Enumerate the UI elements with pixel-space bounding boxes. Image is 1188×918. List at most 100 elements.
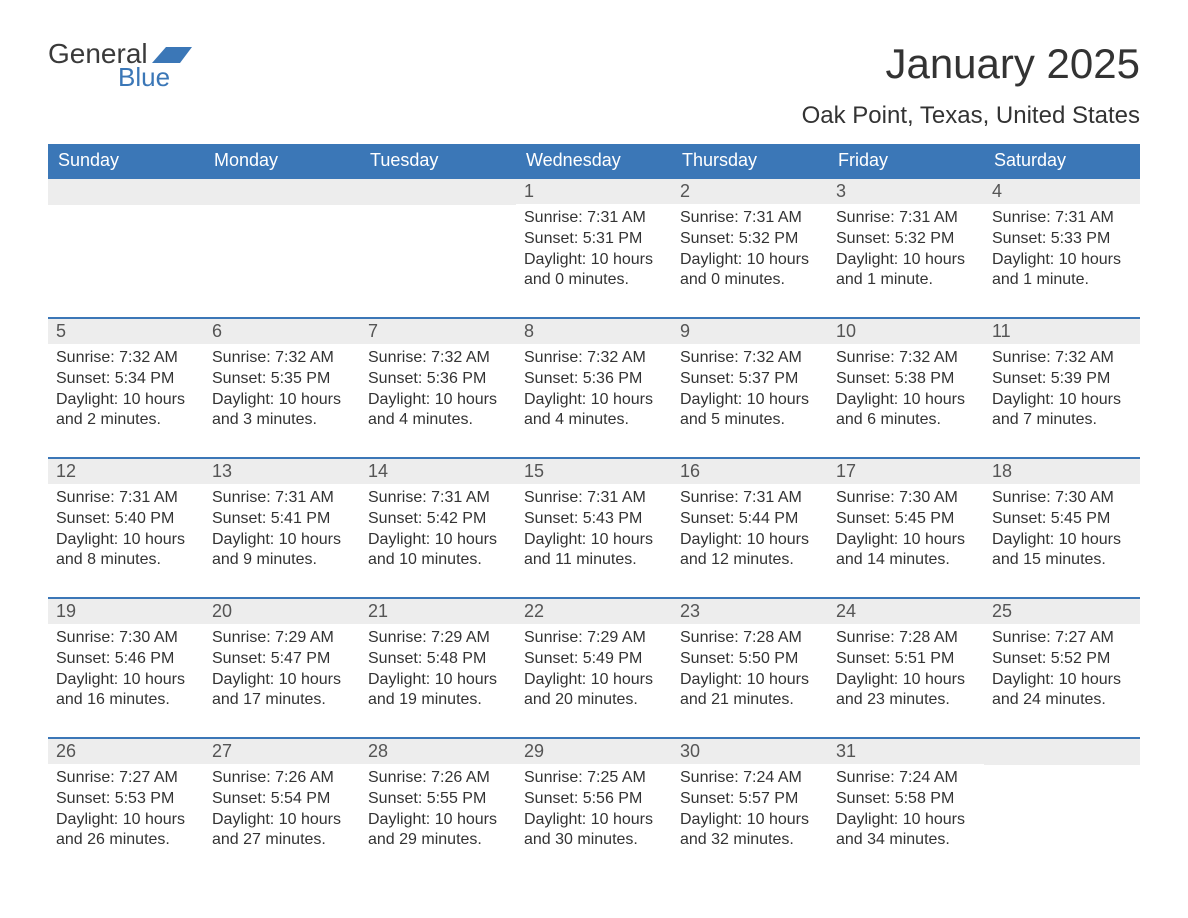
sunrise-line: Sunrise: 7:31 AM (680, 488, 820, 509)
calendar-cell (204, 179, 360, 299)
sunset-line: Sunset: 5:44 PM (680, 509, 820, 530)
sunrise-line: Sunrise: 7:29 AM (524, 628, 664, 649)
sunset-line: Sunset: 5:34 PM (56, 369, 196, 390)
day-number: 20 (204, 599, 360, 624)
location: Oak Point, Texas, United States (802, 102, 1140, 130)
cell-body: Sunrise: 7:32 AMSunset: 5:36 PMDaylight:… (516, 348, 672, 431)
daylight-line: and 20 minutes. (524, 690, 664, 711)
sunrise-line: Sunrise: 7:32 AM (368, 348, 508, 369)
day-number: 3 (828, 179, 984, 204)
day-number (360, 179, 516, 205)
sunset-line: Sunset: 5:58 PM (836, 789, 976, 810)
cell-body: Sunrise: 7:29 AMSunset: 5:48 PMDaylight:… (360, 628, 516, 711)
sunrise-line: Sunrise: 7:29 AM (368, 628, 508, 649)
sunset-line: Sunset: 5:51 PM (836, 649, 976, 670)
daylight-line: Daylight: 10 hours (56, 390, 196, 411)
sunset-line: Sunset: 5:42 PM (368, 509, 508, 530)
daylight-line: Daylight: 10 hours (56, 810, 196, 831)
daylight-line: Daylight: 10 hours (56, 670, 196, 691)
cell-body: Sunrise: 7:26 AMSunset: 5:55 PMDaylight:… (360, 768, 516, 851)
daylight-line: Daylight: 10 hours (680, 810, 820, 831)
sunset-line: Sunset: 5:46 PM (56, 649, 196, 670)
cell-body: Sunrise: 7:31 AMSunset: 5:32 PMDaylight:… (672, 208, 828, 291)
daylight-line: Daylight: 10 hours (368, 810, 508, 831)
calendar-cell: 13Sunrise: 7:31 AMSunset: 5:41 PMDayligh… (204, 459, 360, 579)
day-header: Wednesday (516, 144, 672, 177)
cell-body: Sunrise: 7:30 AMSunset: 5:46 PMDaylight:… (48, 628, 204, 711)
sunset-line: Sunset: 5:57 PM (680, 789, 820, 810)
sunset-line: Sunset: 5:32 PM (836, 229, 976, 250)
calendar-cell: 3 Sunrise: 7:31 AMSunset: 5:32 PMDaylight… (828, 179, 984, 299)
calendar-cell: 10Sunrise: 7:32 AMSunset: 5:38 PMDayligh… (828, 319, 984, 439)
week-row: 1Sunrise: 7:31 AMSunset: 5:31 PMDaylight… (48, 177, 1140, 299)
daylight-line: and 19 minutes. (368, 690, 508, 711)
calendar-cell: 16 Sunrise: 7:31 AMSunset: 5:44 PMDayligh… (672, 459, 828, 579)
daylight-line: and 7 minutes. (992, 410, 1132, 431)
daylight-line: and 17 minutes. (212, 690, 352, 711)
calendar-cell: 25Sunrise: 7:27 AMSunset: 5:52 PMDayligh… (984, 599, 1140, 719)
day-number: 12 (48, 459, 204, 484)
day-number (48, 179, 204, 205)
sunrise-line: Sunrise: 7:32 AM (56, 348, 196, 369)
daylight-line: Daylight: 10 hours (212, 810, 352, 831)
week-row: 26Sunrise: 7:27 AMSunset: 5:53 PMDayligh… (48, 737, 1140, 859)
cell-body: Sunrise: 7:28 AMSunset: 5:51 PMDaylight:… (828, 628, 984, 711)
sunset-line: Sunset: 5:31 PM (524, 229, 664, 250)
sunset-line: Sunset: 5:39 PM (992, 369, 1132, 390)
sunrise-line: Sunrise: 7:30 AM (992, 488, 1132, 509)
sunset-line: Sunset: 5:35 PM (212, 369, 352, 390)
day-number: 16 (672, 459, 828, 484)
daylight-line: and 32 minutes. (680, 830, 820, 851)
sunset-line: Sunset: 5:32 PM (680, 229, 820, 250)
week-row: 19Sunrise: 7:30 AMSunset: 5:46 PMDayligh… (48, 597, 1140, 719)
daylight-line: and 27 minutes. (212, 830, 352, 851)
daylight-line: Daylight: 10 hours (368, 670, 508, 691)
cell-body: Sunrise: 7:25 AMSunset: 5:56 PMDaylight:… (516, 768, 672, 851)
daylight-line: and 16 minutes. (56, 690, 196, 711)
sunset-line: Sunset: 5:48 PM (368, 649, 508, 670)
cell-body: Sunrise: 7:31 AMSunset: 5:44 PMDaylight:… (672, 488, 828, 571)
sunrise-line: Sunrise: 7:29 AM (212, 628, 352, 649)
daylight-line: Daylight: 10 hours (992, 390, 1132, 411)
day-header-row: SundayMondayTuesdayWednesdayThursdayFrid… (48, 144, 1140, 177)
sunrise-line: Sunrise: 7:31 AM (368, 488, 508, 509)
sunset-line: Sunset: 5:56 PM (524, 789, 664, 810)
cell-body: Sunrise: 7:32 AMSunset: 5:35 PMDaylight:… (204, 348, 360, 431)
calendar-cell (984, 739, 1140, 859)
daylight-line: Daylight: 10 hours (836, 670, 976, 691)
day-number: 23 (672, 599, 828, 624)
sunrise-line: Sunrise: 7:31 AM (836, 208, 976, 229)
daylight-line: and 0 minutes. (524, 270, 664, 291)
daylight-line: and 14 minutes. (836, 550, 976, 571)
daylight-line: Daylight: 10 hours (524, 810, 664, 831)
cell-body: Sunrise: 7:29 AMSunset: 5:49 PMDaylight:… (516, 628, 672, 711)
sunset-line: Sunset: 5:37 PM (680, 369, 820, 390)
sunset-line: Sunset: 5:36 PM (524, 369, 664, 390)
cell-body: Sunrise: 7:32 AMSunset: 5:34 PMDaylight:… (48, 348, 204, 431)
calendar: SundayMondayTuesdayWednesdayThursdayFrid… (48, 144, 1140, 859)
daylight-line: and 24 minutes. (992, 690, 1132, 711)
daylight-line: and 29 minutes. (368, 830, 508, 851)
calendar-cell: 19Sunrise: 7:30 AMSunset: 5:46 PMDayligh… (48, 599, 204, 719)
sunset-line: Sunset: 5:50 PM (680, 649, 820, 670)
cell-body: Sunrise: 7:24 AMSunset: 5:57 PMDaylight:… (672, 768, 828, 851)
day-header: Thursday (672, 144, 828, 177)
sunset-line: Sunset: 5:41 PM (212, 509, 352, 530)
cell-body: Sunrise: 7:31 AMSunset: 5:32 PMDaylight:… (828, 208, 984, 291)
daylight-line: and 26 minutes. (56, 830, 196, 851)
sunrise-line: Sunrise: 7:27 AM (56, 768, 196, 789)
day-number: 5 (48, 319, 204, 344)
daylight-line: Daylight: 10 hours (992, 670, 1132, 691)
day-number: 9 (672, 319, 828, 344)
calendar-cell: 14Sunrise: 7:31 AMSunset: 5:42 PMDayligh… (360, 459, 516, 579)
calendar-cell: 4Sunrise: 7:31 AMSunset: 5:33 PMDaylight… (984, 179, 1140, 299)
day-header: Friday (828, 144, 984, 177)
day-number: 29 (516, 739, 672, 764)
daylight-line: Daylight: 10 hours (212, 530, 352, 551)
sunset-line: Sunset: 5:47 PM (212, 649, 352, 670)
calendar-cell: 31Sunrise: 7:24 AMSunset: 5:58 PMDayligh… (828, 739, 984, 859)
day-number: 27 (204, 739, 360, 764)
sunrise-line: Sunrise: 7:32 AM (836, 348, 976, 369)
daylight-line: and 4 minutes. (368, 410, 508, 431)
day-number: 15 (516, 459, 672, 484)
